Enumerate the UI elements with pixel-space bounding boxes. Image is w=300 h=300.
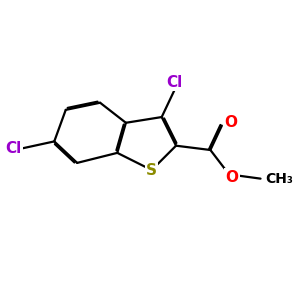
- Text: Cl: Cl: [5, 141, 21, 156]
- Text: O: O: [225, 170, 239, 185]
- Text: Cl: Cl: [167, 75, 183, 90]
- Text: S: S: [146, 163, 157, 178]
- Text: CH₃: CH₃: [265, 172, 293, 186]
- Text: O: O: [225, 115, 238, 130]
